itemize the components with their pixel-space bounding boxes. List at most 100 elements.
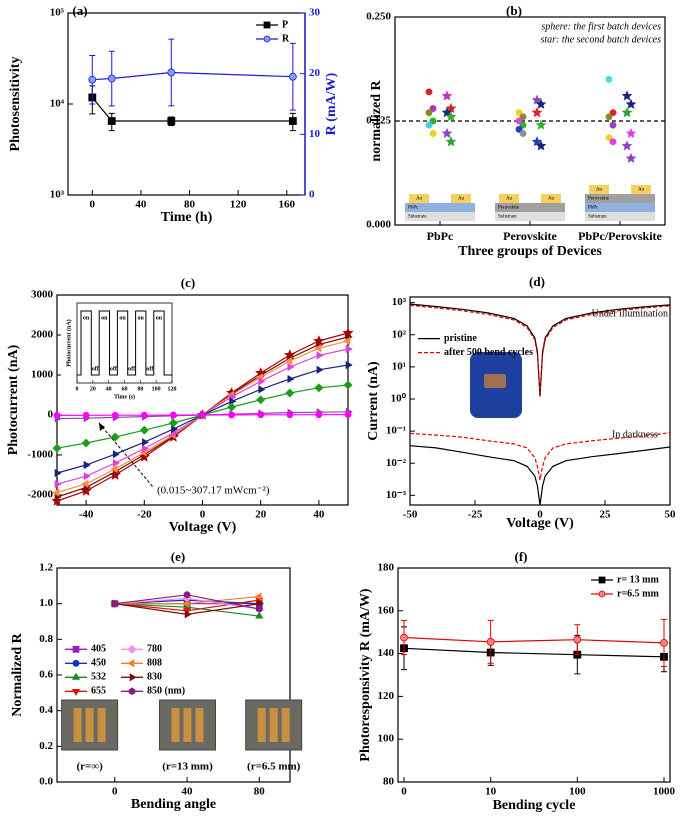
y-tick-label: 0.250 <box>366 11 391 23</box>
data-point <box>54 468 62 478</box>
y-tick-label: 80 <box>383 776 395 788</box>
data-point <box>425 88 433 96</box>
on-label: on <box>83 315 90 321</box>
x-tick-label: 0 <box>112 786 118 798</box>
layer <box>585 203 655 212</box>
data-point <box>81 479 89 488</box>
arrow-head <box>99 423 105 431</box>
y-tick-label: 1.2 <box>39 562 53 574</box>
data-point <box>621 107 633 118</box>
data-point <box>52 488 60 497</box>
data-point <box>621 140 633 151</box>
data-point <box>400 633 408 642</box>
x-tick-label: 1000 <box>653 786 676 798</box>
y-tick-label: 10⁴ <box>50 98 65 110</box>
data-point <box>316 351 324 360</box>
data-point <box>183 591 191 599</box>
x-tick-label: 40 <box>182 786 194 798</box>
legend-label: r= 13 mm <box>617 574 659 585</box>
y2-tick-label: 10 <box>309 128 321 140</box>
inset-x-tick-label: 20 <box>90 386 96 392</box>
data-point <box>287 374 295 384</box>
data-point <box>258 385 266 394</box>
data-point <box>286 411 294 419</box>
y-tick-label: 0.4 <box>39 704 53 716</box>
layer <box>405 203 475 212</box>
layer-label: Substrate <box>498 215 517 220</box>
data-point <box>257 411 265 419</box>
legend-label: R <box>282 33 290 44</box>
y-axis-label: Normalized R <box>10 632 25 716</box>
x-tick-label: 120 <box>230 199 247 211</box>
annotation: Under illumination <box>592 308 668 319</box>
legend-label: r=6.5 mm <box>617 588 659 599</box>
y-tick-label: 0.2 <box>39 740 53 752</box>
annotation: In darkness <box>612 429 658 440</box>
photo-device <box>85 708 94 742</box>
data-point <box>625 98 637 109</box>
photo-device <box>257 708 266 742</box>
data-point <box>345 344 353 354</box>
series-line <box>409 445 671 506</box>
electrode-label: Au <box>638 188 645 193</box>
photo-caption: (r=6.5 mm) <box>247 761 301 773</box>
layer <box>585 212 655 221</box>
x-tick-label: 100 <box>569 786 586 798</box>
data-point <box>83 460 91 470</box>
data-point <box>345 360 353 370</box>
y-tick-label: 100 <box>378 733 395 745</box>
legend-marker <box>129 673 137 682</box>
y-tick-label: 2000 <box>31 329 54 341</box>
electrode-label: Au <box>548 197 555 202</box>
data-point <box>314 383 324 393</box>
inset-x-tick-label: 60 <box>122 386 128 392</box>
inset-x-label: Time (s) <box>114 393 135 400</box>
y-tick-label: 180 <box>378 562 395 574</box>
y-axis-label: Photosensitivity <box>8 57 23 152</box>
annotation: (0.015~307.17 mWcm⁻²) <box>157 485 270 497</box>
data-point <box>343 380 353 390</box>
data-point <box>285 388 295 398</box>
data-point <box>445 136 457 147</box>
x-tick-label: 40 <box>135 199 147 211</box>
x-tick-label: 50 <box>665 509 677 521</box>
x-axis-label: Voltage (V) <box>506 516 574 531</box>
data-point <box>535 119 547 130</box>
plot-frame <box>409 296 671 506</box>
photo-device <box>269 708 278 742</box>
y-tick-label: 0.6 <box>39 669 53 681</box>
legend-marker <box>71 672 81 680</box>
data-point <box>168 418 178 428</box>
off-label: off <box>146 366 154 372</box>
y-tick-label: 10³ <box>392 296 407 308</box>
data-point <box>82 411 90 419</box>
data-point <box>609 138 617 146</box>
y-tick-label: -2000 <box>27 489 53 501</box>
x-tick-label: Perovskite <box>503 229 557 243</box>
series-line <box>409 432 671 481</box>
legend-label: P <box>282 19 288 30</box>
legend-marker <box>263 21 271 29</box>
series-line <box>403 647 665 658</box>
data-point <box>605 75 613 83</box>
legend-label: 780 <box>147 644 162 655</box>
off-label: off <box>92 366 100 372</box>
inset-line <box>77 310 172 376</box>
data-point <box>256 395 266 405</box>
legend-marker <box>71 689 81 696</box>
layer <box>495 203 565 212</box>
on-label: on <box>101 315 108 321</box>
y-axis-label: Current (nA) <box>366 361 381 441</box>
photo-device <box>183 708 192 742</box>
off-label: off <box>110 366 118 372</box>
panel-label: (f) <box>515 549 528 564</box>
data-point <box>625 152 637 164</box>
y-tick-label: 120 <box>378 690 395 702</box>
y-tick-label: 10⁻¹ <box>386 425 406 437</box>
data-point <box>51 495 63 506</box>
photo-device <box>97 708 106 742</box>
y-tick-label: 0.0 <box>39 776 53 788</box>
data-point <box>255 605 263 613</box>
inset-y-label: Photocurrent (nA) <box>65 319 72 366</box>
